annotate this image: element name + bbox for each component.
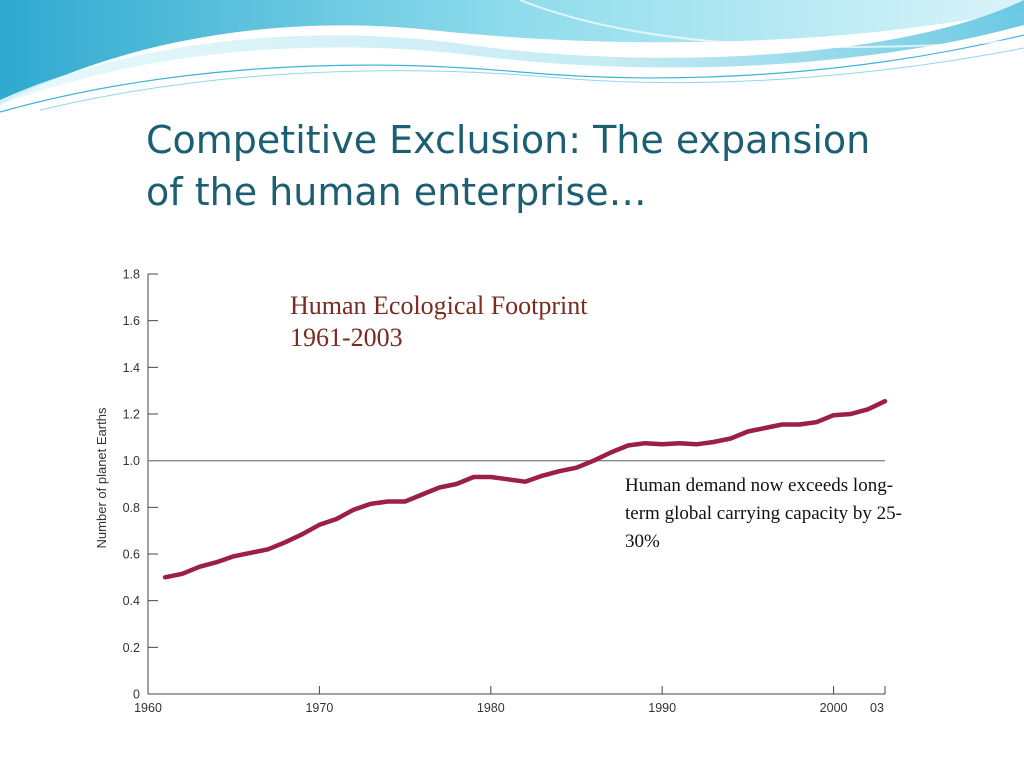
x-tick-label: 03 [870,701,884,715]
series-line-footprint [162,398,888,580]
x-tick-label: 1970 [305,701,333,715]
y-tick-label: 1.2 [123,408,140,422]
y-tick-label: 0.2 [123,641,140,655]
slide-title: Competitive Exclusion: The expansion of … [146,114,986,218]
chart-axes [147,274,885,695]
y-tick-label: 1.4 [123,361,140,375]
x-axis-ticks: 1960 1970 1980 1990 2000 03 [134,686,886,715]
y-tick-label: 0.8 [123,501,140,515]
x-tick-label: 2000 [820,701,848,715]
y-tick-label: 1.0 [123,454,140,468]
x-tick-label: 1990 [648,701,676,715]
slide-title-line-2: of the human enterprise… [146,170,647,214]
y-tick-label: 1.8 [123,268,140,282]
chart-title: Human Ecological Footprint 1961-2003 [290,290,588,354]
chart-title-line-2: 1961-2003 [290,323,403,352]
y-axis-ticks: 0 0.2 0.4 0.6 0.8 1.0 1.2 1.4 1.6 1.8 [123,268,158,702]
y-tick-label: 0.6 [123,548,140,562]
x-tick-label: 1980 [477,701,505,715]
y-tick-label: 0 [133,688,140,702]
slide-title-line-1: Competitive Exclusion: The expansion [146,118,871,162]
y-tick-label: 0.4 [123,594,140,608]
chart-area: 0 0.2 0.4 0.6 0.8 1.0 1.2 1.4 1.6 1.8 1960 1970 198… [94,266,888,718]
y-tick-label: 1.6 [123,314,140,328]
header-wave-decoration [0,0,1024,113]
footprint-line-chart: 0 0.2 0.4 0.6 0.8 1.0 1.2 1.4 1.6 1.8 1960 1970 198… [94,268,888,715]
chart-annotation: Human demand now exceeds long-term globa… [625,475,902,552]
x-tick-label: 1960 [134,701,162,715]
chart-title-line-1: Human Ecological Footprint [290,291,588,320]
y-axis-title: Number of planet Earths [94,407,109,548]
